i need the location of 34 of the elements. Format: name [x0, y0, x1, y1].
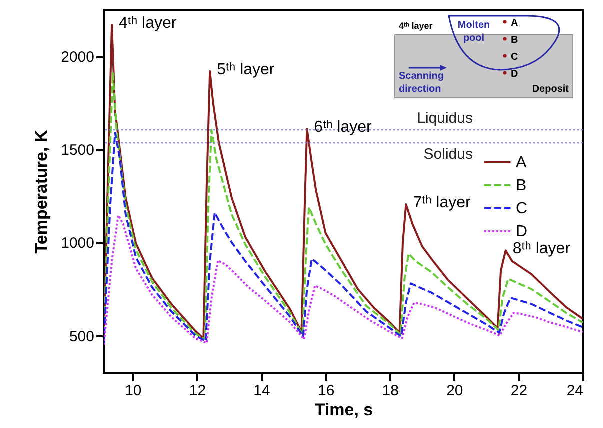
x-tick-label: 20 [446, 382, 464, 400]
y-tick-label: 2000 [61, 49, 94, 66]
annotation: C [511, 52, 518, 63]
x-tick-label: 24 [566, 382, 584, 400]
legend-label: D [516, 223, 528, 240]
annotation: Deposit [532, 84, 570, 95]
x-tick-label: 16 [318, 382, 335, 400]
annotation: 6ᵗʰ layer [314, 119, 373, 136]
annotation: 5ᵗʰ layer [217, 61, 276, 78]
annotation: B [511, 35, 518, 46]
x-tick-label: 14 [254, 382, 270, 400]
line-series [104, 214, 583, 346]
x-tick-label: 22 [510, 382, 528, 400]
x-tick-label: 10 [125, 382, 142, 400]
annotation: 4ᵗʰ layer [119, 14, 178, 32]
annotation: 8ᵗʰ layer [512, 240, 572, 258]
annotation: 4ᵗʰ layer [399, 21, 434, 31]
y-tick-label: 1500 [61, 142, 94, 160]
annotation: 7ᵗʰ layer [413, 194, 472, 212]
legend-label: A [516, 154, 527, 172]
ref-line-label: Liquidus [417, 110, 473, 128]
x-tick-label: 12 [189, 382, 206, 400]
legend-label: B [516, 177, 527, 194]
x-tick-label: 18 [382, 382, 399, 400]
y-axis-title: Temperature, K [32, 130, 52, 254]
annotation: Scanning direction [399, 71, 444, 95]
legend-label: C [516, 200, 528, 218]
annotation: Molten pool [458, 20, 490, 44]
y-tick-label: 500 [69, 328, 94, 346]
ref-line-label: Solidus [424, 146, 473, 164]
annotation: D [511, 69, 518, 80]
y-tick-label: 1000 [61, 235, 94, 252]
annotation: A [511, 18, 518, 29]
x-axis-title: Time, s [314, 400, 374, 420]
